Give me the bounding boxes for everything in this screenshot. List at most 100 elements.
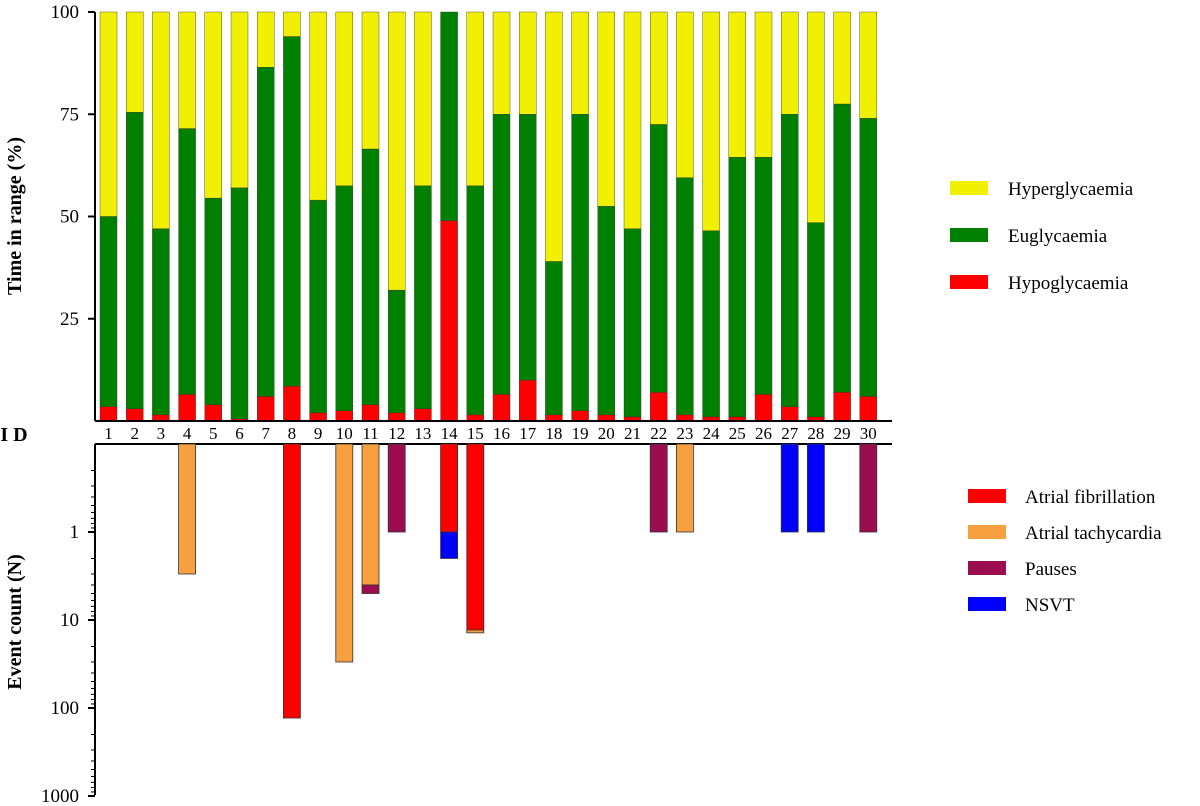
- legend-swatch-hypoglycaemia: [950, 275, 988, 289]
- bar-euglycaemia-id-2: [125, 112, 144, 409]
- time-in-range-panel: 25 50 75 100 Time in range (%): [4, 2, 877, 422]
- bar-hyperglycaemia-id-24: [702, 11, 720, 232]
- legend-label-hyperglycaemia: Hyperglycaemia: [1008, 179, 1134, 200]
- id-label-14: 14: [441, 424, 459, 443]
- bar-hyperglycaemia-id-16: [492, 11, 511, 115]
- bar-hyperglycaemia-id-2: [125, 11, 144, 113]
- bar-euglycaemia-id-15: [466, 185, 484, 416]
- event-bar-atrial-fibrillation-id-8: [282, 443, 301, 719]
- bar-hypoglycaemia-id-22: [650, 392, 668, 422]
- id-label-26: 26: [755, 424, 772, 443]
- bar-hypoglycaemia-id-14: [440, 220, 458, 422]
- bottom-y-tick-label-1000: 1000: [41, 786, 79, 806]
- bar-hypoglycaemia-id-8: [283, 386, 301, 422]
- bar-hypoglycaemia-id-30: [859, 396, 877, 422]
- legend-swatch-pauses: [968, 561, 1006, 575]
- bar-hyperglycaemia-id-6: [230, 11, 249, 189]
- id-label-27: 27: [781, 424, 799, 443]
- legend-label-hypoglycaemia: Hypoglycaemia: [1008, 273, 1129, 294]
- bar-hypoglycaemia-id-12: [388, 412, 406, 422]
- id-label-4: 4: [183, 424, 192, 443]
- bar-euglycaemia-id-24: [702, 230, 720, 418]
- bar-hyperglycaemia-id-29: [833, 11, 851, 105]
- id-label-16: 16: [493, 424, 510, 443]
- bar-hyperglycaemia-id-21: [623, 11, 642, 229]
- bar-euglycaemia-id-21: [623, 228, 642, 418]
- id-label-2: 2: [130, 424, 139, 443]
- bar-hyperglycaemia-id-15: [466, 11, 484, 187]
- bottom-y-ticks: 1 10 100 1000: [41, 469, 95, 806]
- id-axis-title: I D: [0, 424, 27, 446]
- id-label-10: 10: [336, 424, 353, 443]
- id-label-13: 13: [414, 424, 431, 443]
- bar-euglycaemia-id-3: [152, 228, 170, 416]
- legend-swatch-atrial-fibrillation: [968, 489, 1006, 503]
- event-bar-pauses-id-12: [387, 443, 406, 533]
- bar-hyperglycaemia-id-8: [283, 11, 301, 37]
- top-y-ticks: 25 50 75 100: [51, 2, 95, 330]
- bar-hyperglycaemia-id-19: [571, 11, 589, 115]
- id-label-23: 23: [676, 424, 693, 443]
- id-axis: I D 1 2 3 4 5 6 7 8 9 10 11 12 13 14 15 16 17 18 19 20 21 22 2…: [0, 420, 892, 446]
- id-label-15: 15: [467, 424, 484, 443]
- legend-label-nsvt: NSVT: [1025, 595, 1075, 616]
- bar-euglycaemia-id-9: [309, 199, 327, 414]
- id-label-24: 24: [703, 424, 721, 443]
- bar-euglycaemia-id-6: [230, 187, 249, 420]
- bar-euglycaemia-id-16: [492, 114, 511, 395]
- legend-swatch-atrial-tachycardia: [968, 525, 1006, 539]
- bar-euglycaemia-id-12: [388, 289, 406, 414]
- id-label-7: 7: [261, 424, 270, 443]
- bar-hypoglycaemia-id-19: [571, 410, 589, 422]
- event-bar-atrial-tachycardia-id-15: [466, 629, 485, 634]
- id-labels: 1 2 3 4 5 6 7 8 9 10 11 12 13 14 15 16 17 18 19 20 21 22 23 24 2…: [104, 424, 877, 443]
- event-bar-pauses-id-22: [649, 443, 668, 533]
- bar-hyperglycaemia-id-30: [859, 11, 877, 119]
- id-label-20: 20: [598, 424, 615, 443]
- id-label-30: 30: [860, 424, 877, 443]
- event-bar-pauses-id-30: [859, 443, 878, 533]
- legend-swatch-nsvt: [968, 597, 1006, 611]
- id-label-17: 17: [519, 424, 537, 443]
- bar-hyperglycaemia-id-27: [781, 11, 799, 115]
- event-bar-atrial-tachycardia-id-11: [361, 443, 380, 586]
- bar-hyperglycaemia-id-4: [178, 11, 196, 129]
- bar-hyperglycaemia-id-22: [650, 11, 668, 125]
- bar-hyperglycaemia-id-7: [257, 11, 275, 68]
- event-count-panel: 1 10 100 1000 Event count (N): [4, 443, 878, 806]
- bar-euglycaemia-id-13: [414, 185, 432, 409]
- arrhythmia-legend: Atrial fibrillation Atrial tachycardia Pau…: [968, 487, 1162, 616]
- bar-hyperglycaemia-id-10: [335, 11, 353, 187]
- id-label-11: 11: [362, 424, 378, 443]
- bar-hyperglycaemia-id-20: [597, 11, 615, 207]
- bar-euglycaemia-id-27: [781, 114, 799, 407]
- bar-hypoglycaemia-id-13: [414, 408, 432, 422]
- bar-hypoglycaemia-id-2: [125, 408, 144, 422]
- bar-hypoglycaemia-id-11: [361, 404, 380, 422]
- event-bar-atrial-tachycardia-id-23: [676, 443, 694, 533]
- event-bar-atrial-tachycardia-id-10: [335, 443, 354, 663]
- bar-euglycaemia-id-5: [204, 197, 223, 405]
- top-y-tick-label-50: 50: [60, 207, 79, 228]
- bar-euglycaemia-id-7: [257, 67, 275, 397]
- bar-euglycaemia-id-22: [650, 124, 668, 393]
- bar-hyperglycaemia-id-26: [754, 11, 773, 158]
- event-bar-atrial-fibrillation-id-15: [466, 443, 485, 631]
- bar-euglycaemia-id-23: [676, 177, 694, 416]
- bar-euglycaemia-id-11: [361, 148, 380, 405]
- bar-hypoglycaemia-id-10: [335, 410, 353, 422]
- bar-euglycaemia-id-26: [754, 156, 773, 395]
- top-y-tick-label-100: 100: [51, 2, 80, 23]
- id-label-19: 19: [572, 424, 589, 443]
- bar-euglycaemia-id-1: [99, 216, 118, 407]
- top-y-tick-label-25: 25: [60, 309, 79, 330]
- bar-euglycaemia-id-4: [178, 128, 196, 395]
- event-count-bars: [178, 443, 878, 719]
- legend-label-euglycaemia: Euglycaemia: [1008, 226, 1108, 247]
- legend-label-atrial-tachycardia: Atrial tachycardia: [1025, 523, 1162, 544]
- bar-euglycaemia-id-8: [283, 36, 301, 387]
- event-bar-atrial-fibrillation-id-14: [440, 443, 459, 533]
- bar-hypoglycaemia-id-16: [492, 394, 511, 422]
- event-bar-atrial-tachycardia-id-4: [178, 443, 197, 575]
- bottom-y-tick-label-100: 100: [51, 698, 80, 719]
